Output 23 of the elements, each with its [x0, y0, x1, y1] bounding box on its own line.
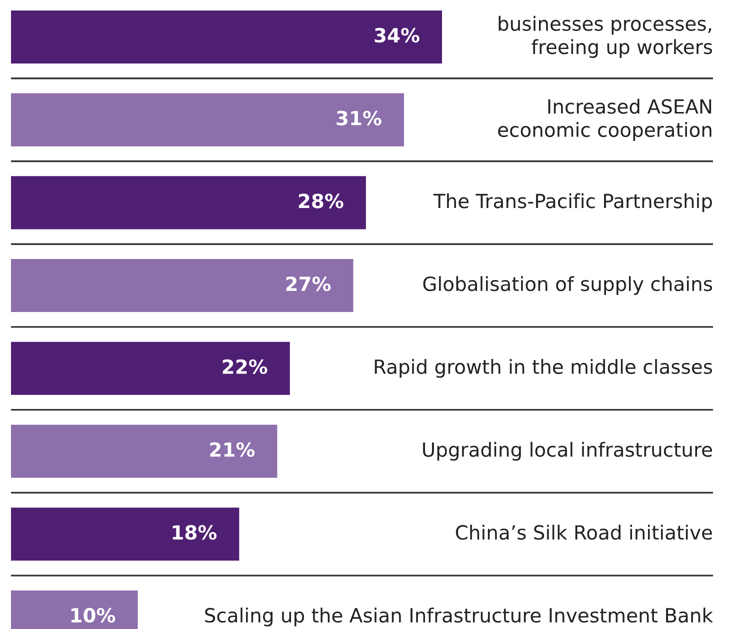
- bar: [11, 342, 290, 395]
- bar: [11, 424, 278, 478]
- data-label: 34%: [374, 28, 420, 43]
- data-label: 21%: [210, 442, 255, 457]
- y-tick-label: Increased ASEAN economic cooperation: [498, 98, 712, 141]
- bar: [11, 508, 240, 561]
- data-label: 31%: [336, 110, 382, 126]
- y-tick-label: businesses processes, freeing up workers: [498, 16, 712, 58]
- data-label: 18%: [172, 525, 217, 540]
- bar: [11, 176, 366, 230]
- y-tick-label: Scaling up the Asian Infrastructure Investment Bank: [205, 608, 713, 626]
- bar: [11, 10, 442, 64]
- y-tick-label: China’s Silk Road initiative: [456, 524, 712, 540]
- y-tick-label: Globalisation of supply chains: [423, 276, 712, 295]
- bar: [11, 259, 354, 312]
- data-label: 28%: [298, 194, 344, 208]
- bar: [11, 93, 404, 146]
- y-tick-label: Upgrading local infrastructure: [423, 442, 712, 461]
- data-label: 27%: [286, 276, 331, 292]
- data-label: 22%: [222, 359, 268, 374]
- data-label: 10%: [71, 608, 116, 623]
- y-tick-label: Rapid growth in the middle classes: [374, 358, 712, 378]
- y-tick-label: The Trans-Pacific Partnership: [433, 193, 712, 212]
